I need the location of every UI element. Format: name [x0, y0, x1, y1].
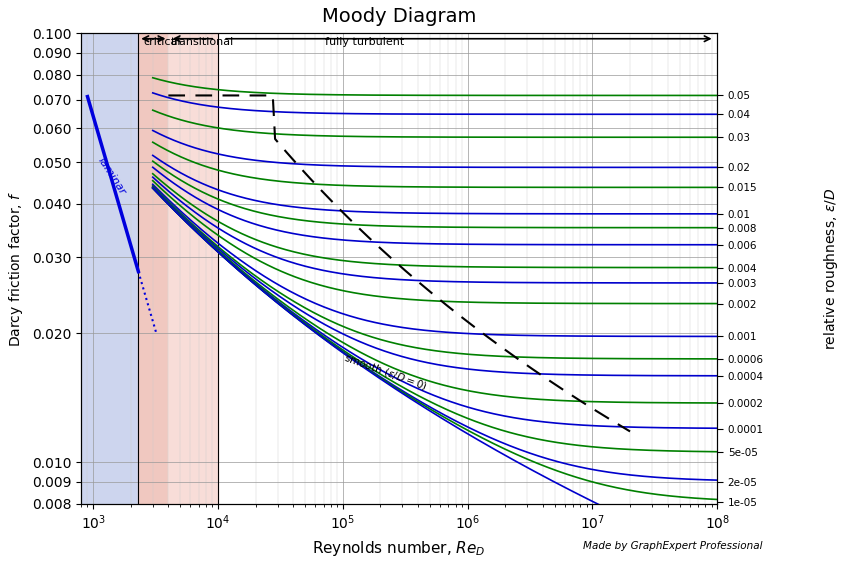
Bar	[81, 33, 138, 504]
Text: fully turbulent: fully turbulent	[325, 37, 405, 46]
X-axis label: Reynolds number, $Re_D$: Reynolds number, $Re_D$	[313, 539, 486, 558]
Text: laminar: laminar	[96, 155, 127, 197]
Y-axis label: Darcy friction factor, $f$: Darcy friction factor, $f$	[7, 190, 25, 346]
Text: Made by GraphExpert Professional: Made by GraphExpert Professional	[583, 541, 762, 551]
Title: Moody Diagram: Moody Diagram	[322, 7, 476, 26]
Text: smooth ($\epsilon/D=0$): smooth ($\epsilon/D=0$)	[342, 350, 429, 393]
Bar	[138, 33, 169, 504]
Text: critical: critical	[143, 37, 180, 46]
Y-axis label: relative roughness, $\epsilon/D$: relative roughness, $\epsilon/D$	[822, 187, 840, 350]
Text: transitional: transitional	[171, 37, 235, 46]
Bar	[169, 33, 218, 504]
